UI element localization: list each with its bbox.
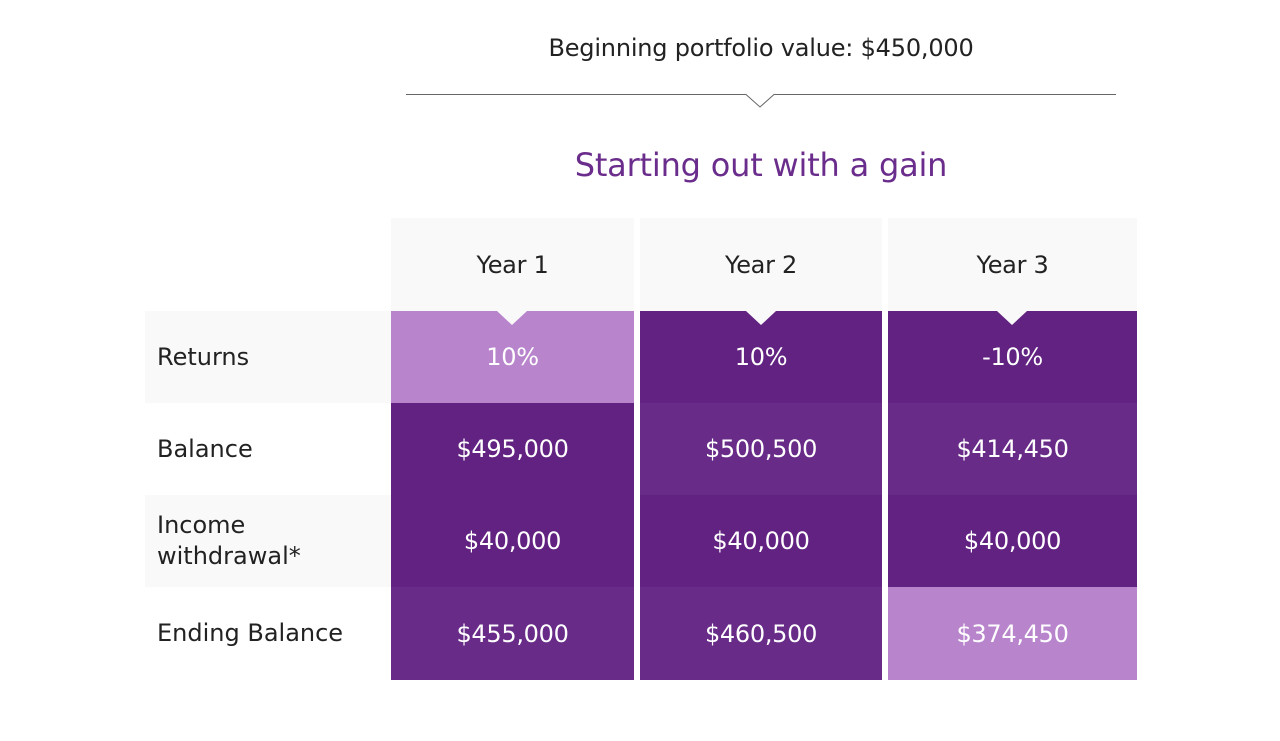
row-label-balance: Balance (157, 434, 253, 463)
returns-year-1: 10% (391, 311, 634, 403)
section-title: Starting out with a gain (574, 146, 948, 184)
row-label-income-line2: withdrawal* (157, 542, 301, 570)
row-label-income-line1: Income (157, 511, 246, 539)
ending-balance-year-1: $455,000 (391, 587, 634, 680)
returns-year-2: 10% (640, 311, 882, 403)
ending-balance-year-3: $374,450 (888, 587, 1137, 680)
income-withdrawal-year-1: $40,000 (391, 495, 634, 587)
income-withdrawal-year-3: $40,000 (888, 495, 1137, 587)
column-header-year-2: Year 2 (640, 218, 882, 311)
returns-year-3: -10% (888, 311, 1137, 403)
column-header-year-3: Year 3 (888, 218, 1137, 311)
row-label-income-withdrawal: Income withdrawal* (145, 495, 391, 587)
pointer-down-icon (997, 311, 1027, 325)
income-withdrawal-year-2: $40,000 (640, 495, 882, 587)
row-label-returns: Returns (145, 311, 391, 403)
ending-balance-year-2: $460,500 (640, 587, 882, 680)
balance-year-2: $500,500 (640, 403, 882, 495)
pointer-down-icon (497, 311, 527, 325)
balance-year-3: $414,450 (888, 403, 1137, 495)
pointer-down-icon (746, 311, 776, 325)
row-label-ending-balance: Ending Balance (157, 619, 344, 647)
chevron-down-icon (406, 94, 1116, 108)
column-header-year-1: Year 1 (391, 218, 634, 311)
beginning-portfolio-value: Beginning portfolio value: $450,000 (548, 34, 974, 62)
divider-with-notch (406, 94, 1116, 108)
balance-year-1: $495,000 (391, 403, 634, 495)
